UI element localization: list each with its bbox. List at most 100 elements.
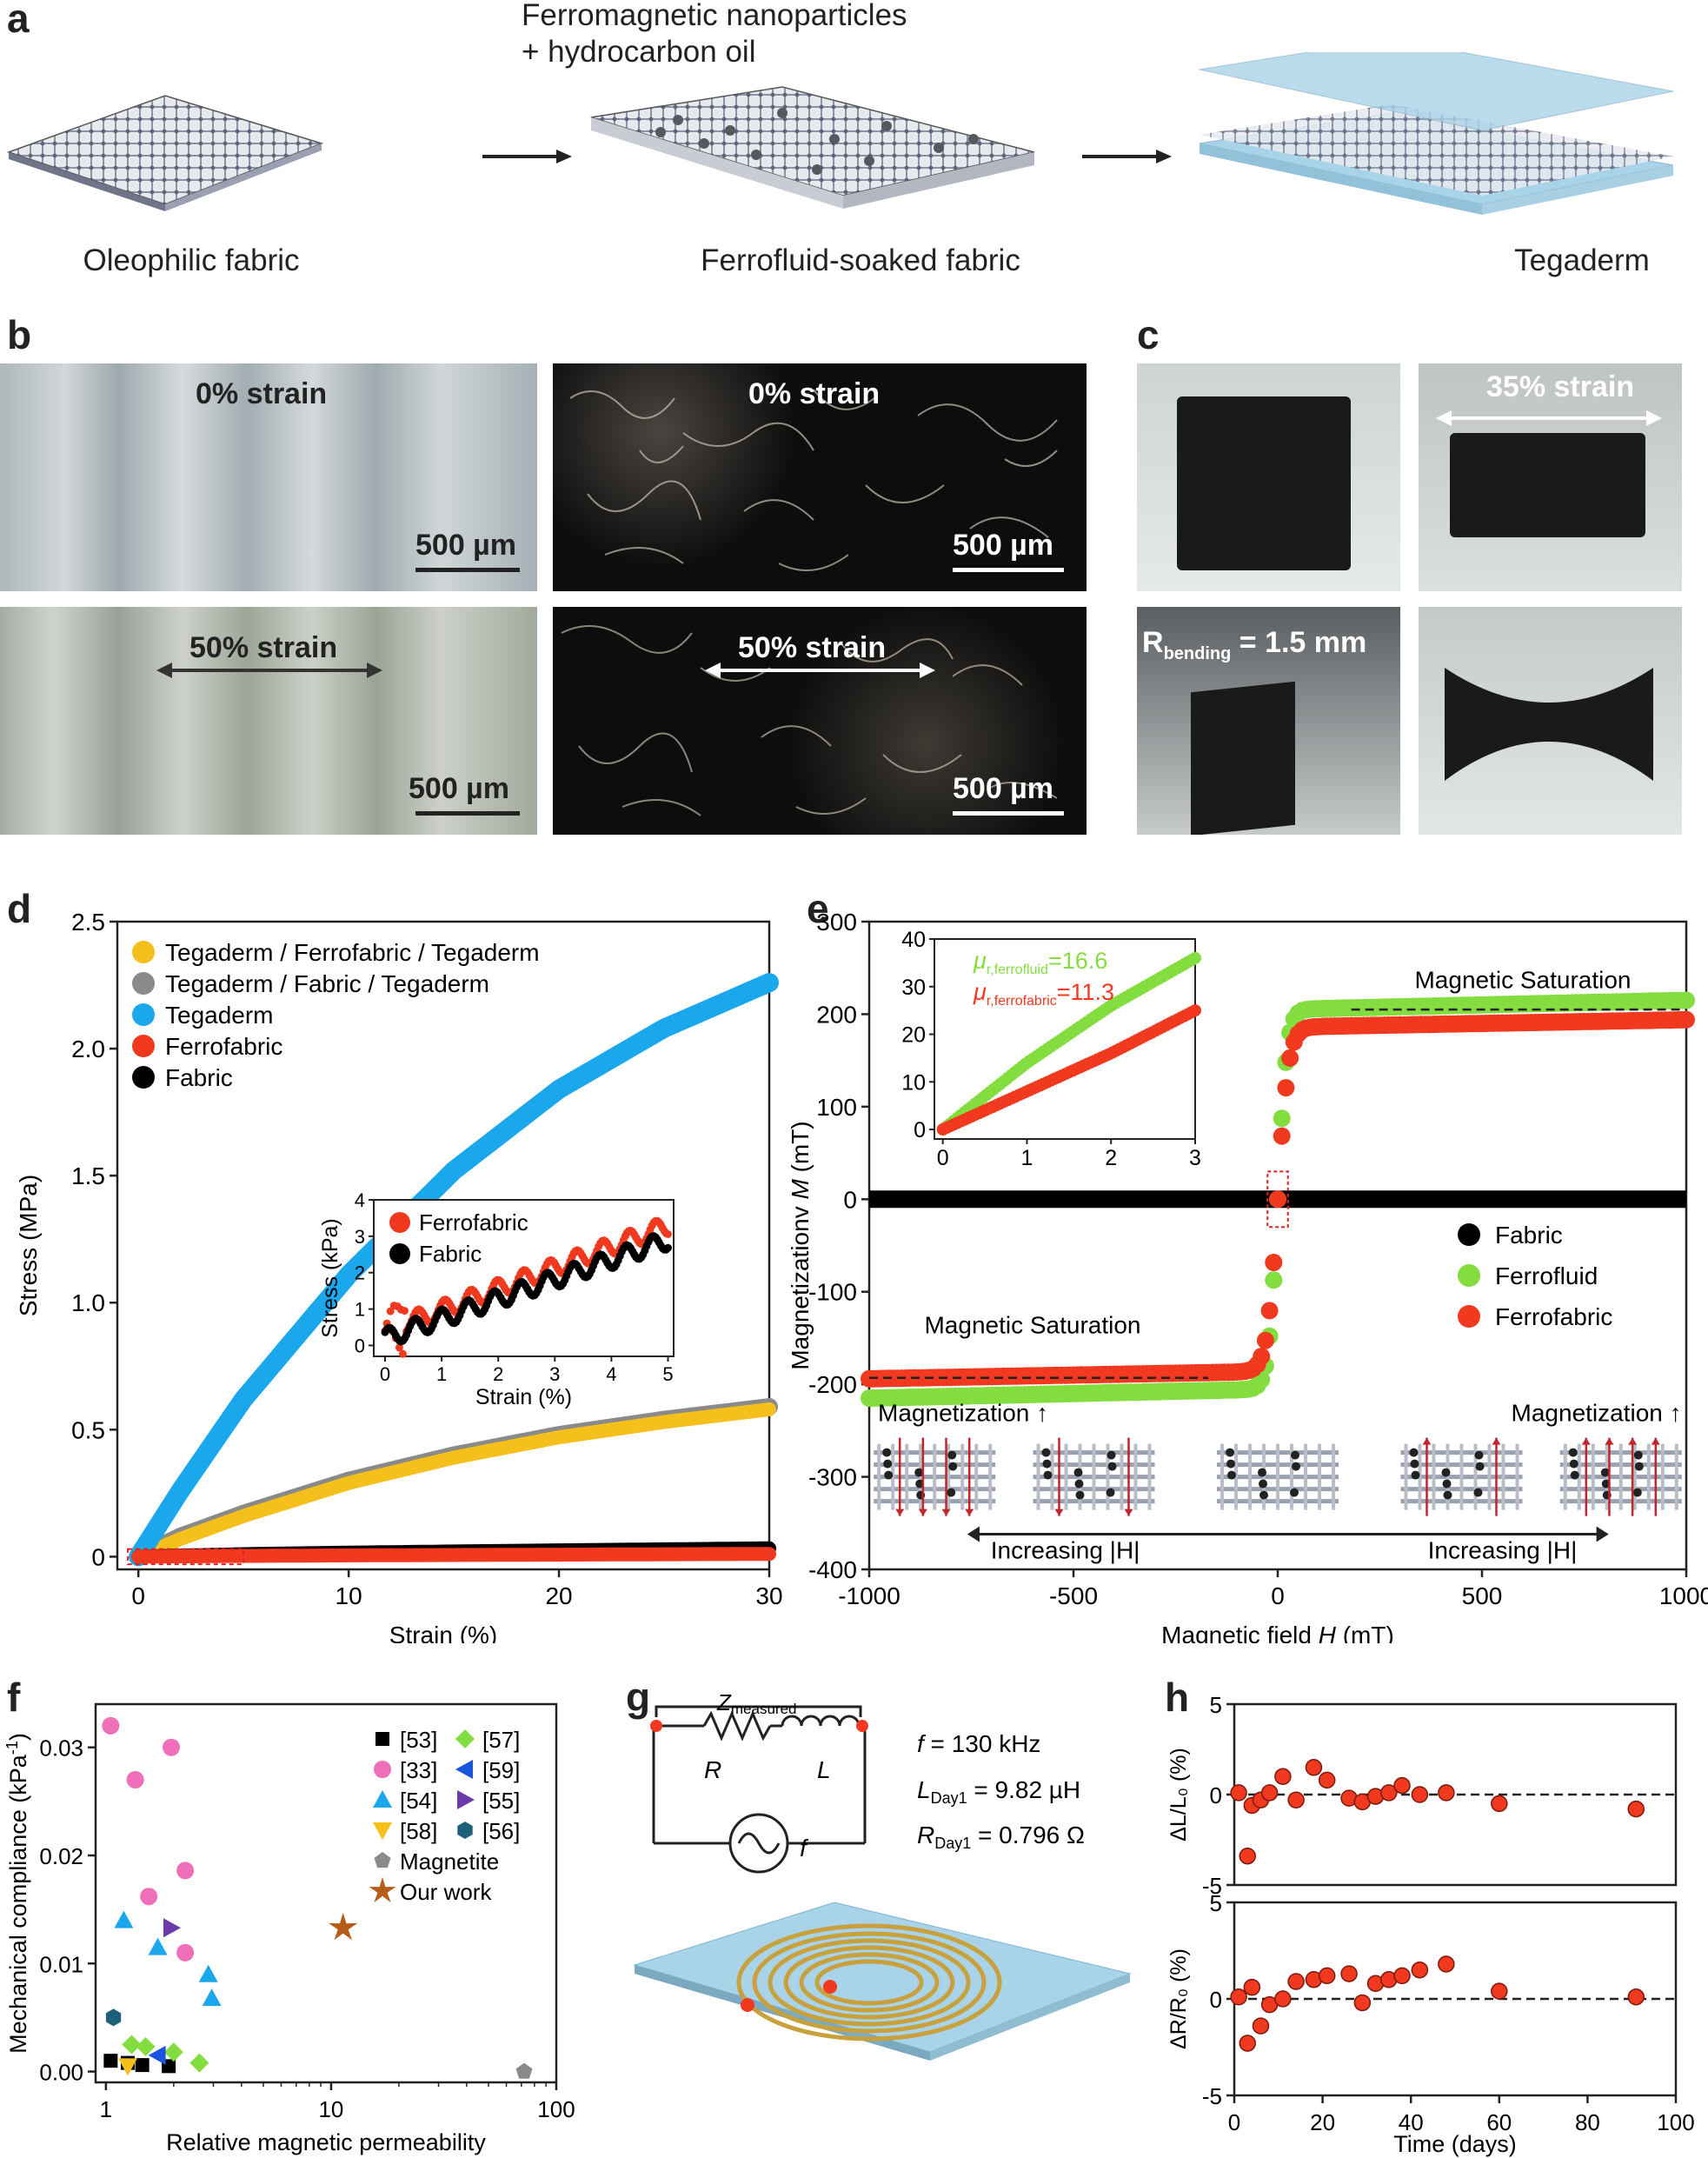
inset-legend-marker	[389, 1243, 410, 1264]
legend-marker	[373, 1822, 392, 1840]
y-tick-label: -5	[1202, 2083, 1222, 2109]
point-33	[126, 1771, 144, 1788]
arrow-head-icon	[1124, 1509, 1133, 1516]
x-tick-label: 100	[1657, 2109, 1694, 2135]
double-arrow-icon	[705, 663, 935, 678]
strain-label: 50% strain	[738, 631, 887, 664]
point-54	[114, 1910, 134, 1928]
legend-label: Ferrofabric	[165, 1033, 282, 1060]
legend-label: [57]	[482, 1727, 520, 1753]
point-54	[202, 1988, 222, 2007]
point-57	[189, 2053, 209, 2073]
inset-x-tick-label: 5	[662, 1363, 673, 1385]
data-point-bottom	[1318, 1967, 1336, 1985]
y-tick-label: 0	[91, 1543, 105, 1570]
nanoparticle	[947, 1450, 957, 1460]
inset-x-tick-label: 1	[1020, 1146, 1033, 1170]
nanoparticle	[1075, 1490, 1085, 1500]
y-tick-label: 0	[1210, 1987, 1222, 2013]
panel-label-d: d	[7, 886, 32, 931]
data-point-bottom	[1627, 1988, 1645, 2006]
data-point-top	[1411, 1786, 1429, 1803]
nanoparticle	[1634, 1462, 1644, 1471]
inductor-label: L	[817, 1756, 831, 1783]
fabric-photo-50-strain: 50% strain 500 µm	[0, 607, 537, 835]
nanoparticle	[1600, 1468, 1610, 1477]
coil-circuit-diagram: Zmeasured R L f f = 130 kHz LDay1 = 9.82…	[633, 1689, 1132, 2061]
nanoparticle	[1409, 1448, 1419, 1457]
arrow-head-icon	[1492, 1437, 1501, 1445]
data-point-bottom	[1353, 1994, 1372, 2012]
x-tick-label: 1	[100, 2096, 112, 2122]
x-tick-label: 60	[1486, 2109, 1512, 2135]
ferro-caption-line2: + hydrocarbon oil	[522, 35, 756, 69]
x-tick-label: -1000	[838, 1582, 901, 1609]
data-point-top	[1380, 1784, 1398, 1802]
data-point-bottom	[1340, 1965, 1358, 1982]
inset-point	[664, 1243, 672, 1252]
x-tick-label: 0	[131, 1582, 145, 1609]
scale-label: 500 µm	[953, 529, 1053, 562]
ferrofabric-sample	[1177, 396, 1351, 570]
point-53	[135, 2058, 150, 2073]
data-point-bottom	[1252, 2017, 1270, 2035]
arrow-head-icon	[1605, 1437, 1614, 1445]
spiral-coil	[736, 1923, 1002, 2041]
nanoparticle	[947, 1488, 956, 1497]
legend-label: [55]	[482, 1788, 520, 1814]
mesh-illustration	[874, 1437, 996, 1516]
stretch-strain-label: 35% strain	[1486, 370, 1635, 403]
twisted-sample	[1445, 668, 1653, 781]
series-point-ferrofabric	[1678, 1010, 1695, 1029]
increasing-h-label: Increasing |H|	[1428, 1536, 1578, 1563]
arrow-head-icon	[1596, 1526, 1609, 1542]
arrow-head-icon	[1628, 1437, 1638, 1445]
data-point-bottom	[1230, 1988, 1247, 2006]
coil-terminal-dot	[823, 1980, 837, 1994]
increasing-h-label: Increasing |H|	[991, 1536, 1140, 1563]
strain-label: 50% strain	[189, 631, 338, 664]
series-point-ferrofabric	[1269, 1190, 1286, 1209]
scale-bar	[953, 568, 1064, 572]
inset-x-tick-label: 3	[549, 1363, 560, 1385]
panel-label-e: e	[807, 886, 829, 931]
x-tick-label: 40	[1399, 2109, 1424, 2135]
y-tick-label: 200	[816, 1001, 857, 1028]
zoom-region-box	[127, 1548, 245, 1566]
series-point-ferrofabric	[1265, 1254, 1283, 1271]
point-33	[162, 1738, 180, 1756]
inset-x-tick-label: 0	[380, 1363, 390, 1385]
y-axis-title-bottom: ΔR/R₀ (%)	[1166, 1948, 1191, 2049]
step-label-ferrofluid: Ferrofluid-soaked fabric	[701, 243, 1020, 277]
inset-point	[386, 1307, 395, 1315]
y-tick-label: 1.5	[71, 1162, 105, 1189]
x-tick-label: 0	[1271, 1582, 1285, 1609]
inset-legend-label: Ferrofabric	[419, 1209, 528, 1236]
y-tick-label: 0	[843, 1186, 857, 1213]
fiber-texture	[569, 389, 1058, 571]
nanoparticle	[914, 1468, 924, 1477]
inset-y-tick-label: 20	[901, 1023, 926, 1048]
data-point-bottom	[1287, 1973, 1305, 1990]
inset-y-tick-label: 0	[914, 1118, 926, 1142]
source-label: f	[800, 1835, 809, 1862]
plot-frame	[116, 920, 771, 1571]
point-33	[140, 1888, 158, 1906]
arrow-head-icon	[1651, 1437, 1660, 1445]
nanoparticle	[1569, 1459, 1578, 1469]
legend-marker	[1458, 1305, 1480, 1328]
series-point-ferrofabric	[1260, 1302, 1279, 1320]
nanoparticle	[1226, 1459, 1235, 1469]
saturation-annotation: Magnetic Saturation	[1414, 967, 1631, 994]
y-tick-label: 0.01	[39, 1951, 83, 1977]
point-ourwork	[329, 1912, 358, 1941]
nanoparticle	[1568, 1448, 1578, 1457]
y-tick-label: -200	[808, 1371, 857, 1398]
ferrofabric-permeability-label: μr,ferrofabric=11.3	[973, 979, 1114, 1009]
fabric-photo-0-strain: 0% strain 500 µm	[0, 363, 537, 591]
x-tick-label: 80	[1575, 2109, 1600, 2135]
magnetization-annotation: Magnetization ↑	[878, 1400, 1048, 1427]
data-point-top	[1274, 1768, 1292, 1785]
arrow-head-icon	[895, 1509, 905, 1516]
nanoparticle	[1258, 1468, 1266, 1477]
